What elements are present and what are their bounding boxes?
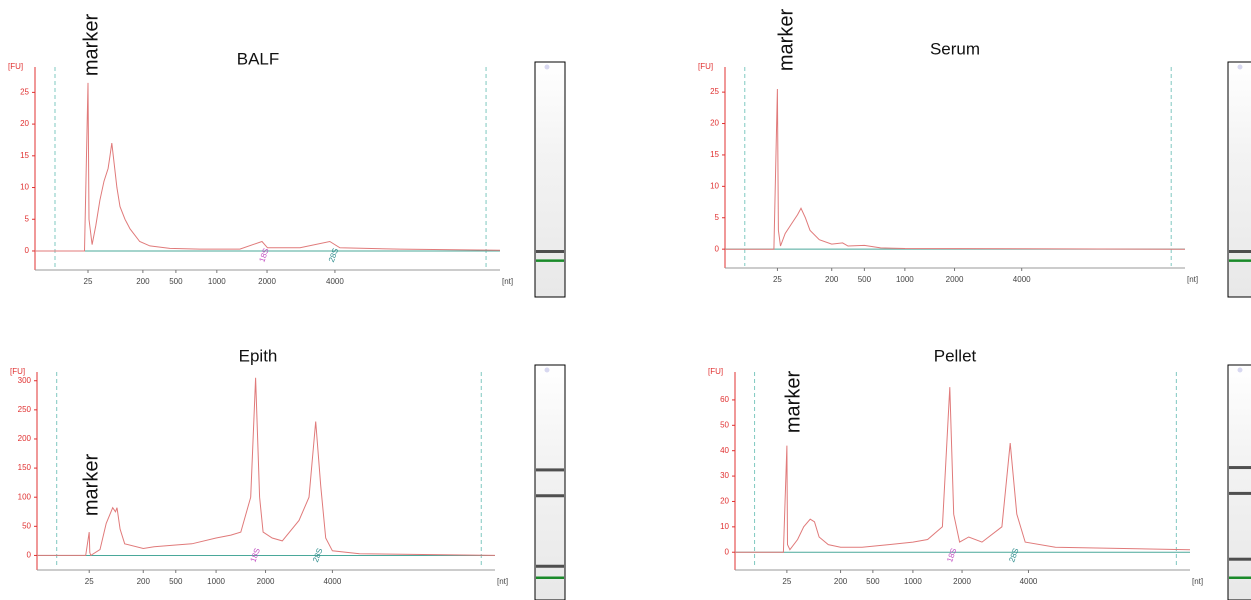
marker-label: marker [775,9,797,72]
x-unit: [nt] [1187,275,1198,284]
x-tick-label: 500 [169,277,183,286]
y-tick-label: 40 [720,446,729,455]
y-tick-label: 50 [720,420,729,429]
peak-label: 28S [327,247,340,263]
x-tick-label: 2000 [258,277,276,286]
x-unit: [nt] [497,577,508,586]
chart-title: Pellet [934,346,977,365]
figure: BALF[FU][nt]0510152025252005001000200040… [0,0,1251,600]
x-tick-label: 25 [84,277,93,286]
gel-marker [536,259,564,262]
y-tick-label: 15 [710,150,719,159]
y-tick-label: 0 [27,551,32,560]
y-tick-label: 10 [720,522,729,531]
y-unit: [FU] [708,367,723,376]
y-tick-label: 60 [720,395,729,404]
gel-marker [1229,577,1251,580]
x-tick-label: 25 [85,577,94,586]
gel-band [536,468,564,471]
gel-well [545,65,550,70]
x-unit: [nt] [1192,577,1203,586]
x-tick-label: 25 [773,275,782,284]
y-tick-label: 15 [20,151,29,160]
x-tick-label: 4000 [324,577,342,586]
x-tick-label: 500 [858,275,872,284]
x-tick-label: 4000 [1020,577,1038,586]
gel-well [1238,368,1243,373]
x-tick-label: 200 [825,275,839,284]
y-tick-label: 300 [18,376,32,385]
y-tick-label: 10 [710,181,719,190]
gel-band [1229,558,1251,561]
chart-title: Epith [239,346,278,365]
x-unit: [nt] [502,277,513,286]
y-tick-label: 5 [715,213,720,222]
trace [725,89,1185,249]
trace [35,83,500,251]
y-tick-label: 0 [715,244,720,253]
y-tick-label: 150 [18,463,32,472]
marker-label: marker [80,454,102,517]
gel-band [1229,466,1251,469]
x-tick-label: 2000 [946,275,964,284]
chart-title: BALF [237,49,280,68]
peak-label: 18S [249,547,262,563]
y-tick-label: 0 [725,547,730,556]
gel-marker [1229,259,1251,262]
x-tick-label: 4000 [326,277,344,286]
gel-lane [1228,365,1251,600]
y-unit: [FU] [8,62,23,71]
y-tick-label: 200 [18,434,32,443]
gel-band [536,250,564,253]
chart-title: Serum [930,39,980,58]
x-tick-label: 1000 [207,577,225,586]
x-tick-label: 1000 [896,275,914,284]
x-tick-label: 500 [169,577,183,586]
peak-label: 28S [1007,547,1020,563]
x-tick-label: 1000 [904,577,922,586]
gel-marker [536,577,564,580]
gel-band [1229,250,1251,253]
y-tick-label: 0 [25,246,30,255]
y-tick-label: 100 [18,492,32,501]
y-tick-label: 20 [720,497,729,506]
y-tick-label: 250 [18,405,32,414]
gel-band [536,565,564,568]
y-tick-label: 20 [710,119,719,128]
y-tick-label: 5 [25,214,30,223]
peak-label: 18S [257,247,270,263]
y-tick-label: 20 [20,119,29,128]
x-tick-label: 200 [834,577,848,586]
x-tick-label: 500 [866,577,880,586]
gel-band [1229,492,1251,495]
y-tick-label: 50 [22,521,31,530]
x-tick-label: 1000 [208,277,226,286]
y-tick-label: 25 [20,87,29,96]
x-tick-label: 2000 [953,577,971,586]
peak-label: 18S [945,547,958,563]
y-tick-label: 30 [720,471,729,480]
marker-label: marker [80,14,102,77]
x-tick-label: 200 [136,277,150,286]
x-tick-label: 4000 [1013,275,1031,284]
y-unit: [FU] [10,367,25,376]
gel-well [1238,65,1243,70]
gel-band [536,494,564,497]
y-tick-label: 25 [710,87,719,96]
x-tick-label: 25 [782,577,791,586]
x-tick-label: 2000 [257,577,275,586]
gel-well [545,368,550,373]
y-tick-label: 10 [20,183,29,192]
x-tick-label: 200 [137,577,151,586]
marker-label: marker [782,371,804,434]
y-unit: [FU] [698,62,713,71]
trace [37,378,495,556]
peak-label: 28S [311,547,324,563]
